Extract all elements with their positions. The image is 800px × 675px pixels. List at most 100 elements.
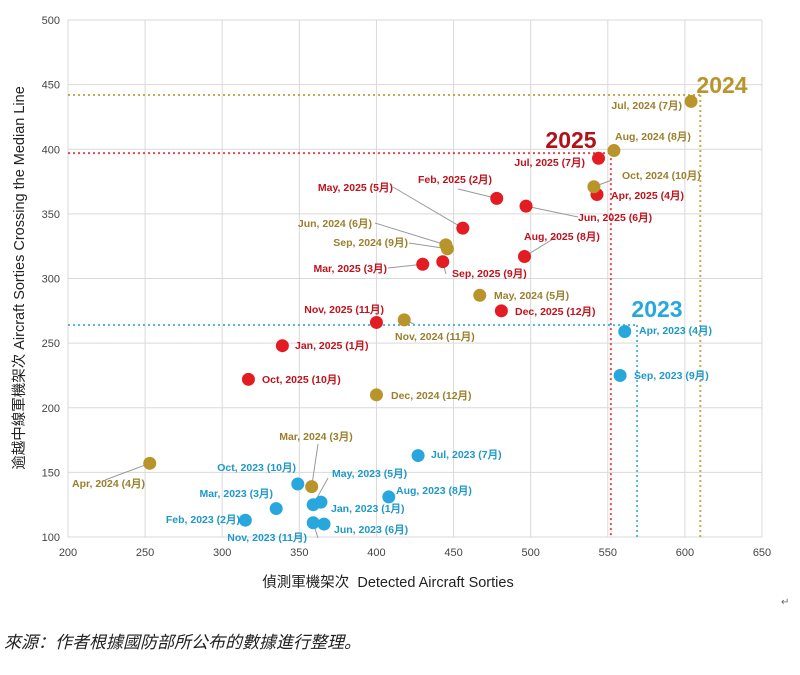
point-label: Apr, 2024 (4月) (72, 478, 145, 490)
x-tick-label: 600 (676, 547, 694, 559)
grid (67, 19, 763, 538)
point-label: Jun, 2025 (6月) (578, 212, 652, 224)
x-tick-label: 200 (59, 547, 77, 559)
data-point (607, 144, 621, 158)
x-tick-label: 300 (213, 547, 231, 559)
data-point (456, 221, 470, 235)
year-label-2024: 2024 (696, 72, 747, 98)
point-label: Oct, 2024 (10月) (622, 170, 701, 182)
x-tick-label: 650 (753, 547, 771, 559)
point-label: Jan, 2025 (1月) (295, 340, 369, 352)
point-label: Aug, 2024 (8月) (615, 131, 691, 143)
data-point (440, 242, 454, 256)
y-tick-label: 300 (42, 274, 60, 286)
point-label: Aug, 2023 (8月) (396, 485, 472, 497)
point-label: Sep, 2024 (9月) (333, 237, 408, 249)
leader-line (457, 188, 497, 199)
tick-labels: 200 250 300 350 400 450 500 550 600 650 100 150 200 2… (42, 15, 772, 559)
leader-line (104, 462, 150, 481)
data-point (618, 324, 632, 338)
leader-line (524, 235, 559, 257)
point-label: Nov, 2023 (11月) (227, 532, 307, 544)
scatter-chart: 200 250 300 350 400 450 500 550 600 650 100 150 200 2… (11, 15, 772, 591)
point-label: Feb, 2023 (2月) (166, 514, 240, 526)
point-label: Oct, 2025 (10月) (262, 374, 341, 386)
x-axis-title: 偵測軍機架次 Detected Aircraft Sorties (262, 574, 513, 591)
year-label-2023: 2023 (631, 296, 682, 322)
point-label: Mar, 2024 (3月) (279, 431, 353, 443)
leader-line (374, 222, 446, 246)
data-point (587, 180, 601, 194)
y-tick-label: 100 (42, 532, 60, 544)
data-points (143, 94, 698, 531)
source-note: 來源：作者根據國防部所公布的數據進行整理。 (4, 633, 361, 653)
point-label: Feb, 2025 (2月) (418, 174, 492, 186)
data-point (592, 151, 606, 165)
data-point (305, 480, 319, 494)
leader-lines (104, 179, 613, 539)
point-label: Jun, 2024 (6月) (298, 218, 372, 230)
y-tick-label: 400 (42, 144, 60, 156)
point-label: Oct, 2023 (10月) (217, 462, 296, 474)
data-point (369, 388, 383, 402)
paragraph-mark: ↵ (781, 597, 790, 608)
data-point (613, 368, 627, 382)
leader-line (392, 186, 464, 229)
data-point (238, 513, 252, 527)
data-point (306, 498, 320, 512)
point-label: May, 2023 (5月) (332, 468, 407, 480)
point-label: Apr, 2023 (4月) (639, 325, 712, 337)
data-point (494, 304, 508, 318)
x-tick-label: 450 (444, 547, 462, 559)
point-label: Mar, 2025 (3月) (313, 263, 387, 275)
point-label: Apr, 2025 (4月) (611, 190, 684, 202)
y-tick-label: 250 (42, 338, 60, 350)
leader-line (311, 443, 319, 487)
leader-line (525, 205, 579, 218)
data-point (269, 502, 283, 516)
x-tick-label: 500 (521, 547, 539, 559)
point-label: May, 2025 (5月) (318, 182, 393, 194)
point-label: Dec, 2024 (12月) (391, 390, 472, 402)
point-label: Aug, 2025 (8月) (524, 231, 600, 243)
point-label: May, 2024 (5月) (494, 290, 569, 302)
data-point (306, 516, 320, 530)
point-label: Nov, 2025 (11月) (304, 304, 384, 316)
point-label: Sep, 2025 (9月) (452, 268, 527, 280)
data-point (241, 372, 255, 386)
x-tick-label: 400 (367, 547, 385, 559)
data-point (382, 490, 396, 504)
y-axis-title: 逾越中線軍機架次 Aircraft Sorties Crossing the M… (11, 86, 28, 470)
point-label: Dec, 2025 (12月) (515, 306, 596, 318)
data-point (517, 250, 531, 264)
median-lines (68, 93, 702, 537)
data-point (473, 288, 487, 302)
data-point (490, 191, 504, 205)
y-tick-label: 450 (42, 80, 60, 92)
data-point (317, 517, 331, 531)
point-label: Jan, 2023 (1月) (331, 503, 405, 515)
point-labels: Jan, 2025 (1月) Feb, 2025 (2月) Mar, 2025 (3… (72, 100, 712, 544)
point-label: Nov, 2024 (11月) (395, 331, 475, 343)
x-tick-label: 250 (136, 547, 154, 559)
y-tick-label: 200 (42, 403, 60, 415)
point-label: Jul, 2025 (7月) (514, 157, 585, 169)
point-label: Mar, 2023 (3月) (199, 488, 273, 500)
data-point (411, 449, 425, 463)
data-point (291, 477, 305, 491)
x-tick-label: 550 (599, 547, 617, 559)
year-label-2025: 2025 (545, 127, 596, 153)
y-tick-label: 500 (42, 15, 60, 27)
data-point (416, 257, 430, 271)
year-labels: 2025 2024 2023 (545, 72, 747, 322)
y-tick-label: 150 (42, 467, 60, 479)
data-point (143, 456, 157, 470)
data-point (369, 315, 383, 329)
point-label: Sep, 2023 (9月) (634, 370, 709, 382)
point-label: Jul, 2023 (7月) (431, 449, 502, 461)
data-point (519, 199, 533, 213)
data-point (684, 94, 698, 108)
point-label: Jun, 2023 (6月) (334, 524, 408, 536)
x-tick-label: 350 (290, 547, 308, 559)
y-tick-label: 350 (42, 209, 60, 221)
